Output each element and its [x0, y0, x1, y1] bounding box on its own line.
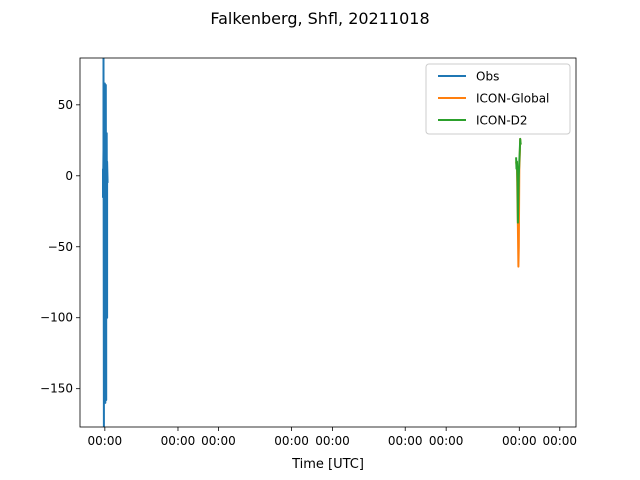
y-tick-label: 50	[58, 98, 73, 112]
y-tick-label: −100	[40, 311, 73, 325]
y-tick-label: −50	[48, 240, 73, 254]
x-tick-label: 00:00	[274, 434, 309, 448]
axes-frame	[79, 57, 577, 428]
x-tick-label: 00:00	[388, 434, 423, 448]
y-tick-label: −150	[40, 382, 73, 396]
series-line-obs	[102, 58, 109, 427]
chart-title: Falkenberg, Shfl, 20211018	[210, 9, 429, 28]
legend: Obs ICON-Global ICON-D2	[425, 63, 571, 135]
plot-area	[102, 58, 522, 427]
x-tick-label: 00:00	[161, 434, 196, 448]
legend-box	[425, 63, 571, 135]
legend-label: Obs	[476, 70, 499, 84]
x-tick-label: 00:00	[315, 434, 350, 448]
x-tick-label: 00:00	[201, 434, 236, 448]
y-axis: 50 0 −50 −100 −150	[40, 98, 80, 396]
legend-label: ICON-D2	[476, 114, 528, 128]
x-tick-label: 00:00	[88, 434, 123, 448]
x-axis: 00:00 00:00 00:00 00:00 00:00 00:00 00:00 00:00…	[88, 427, 577, 448]
x-tick-label: 00:00	[429, 434, 464, 448]
x-tick-label: 00:00	[502, 434, 537, 448]
y-tick-label: 0	[65, 169, 73, 183]
legend-label: ICON-Global	[476, 92, 549, 106]
x-axis-label: Time [UTC]	[291, 457, 364, 472]
series-line-icon-d2	[515, 137, 522, 224]
x-tick-label: 00:00	[542, 434, 577, 448]
